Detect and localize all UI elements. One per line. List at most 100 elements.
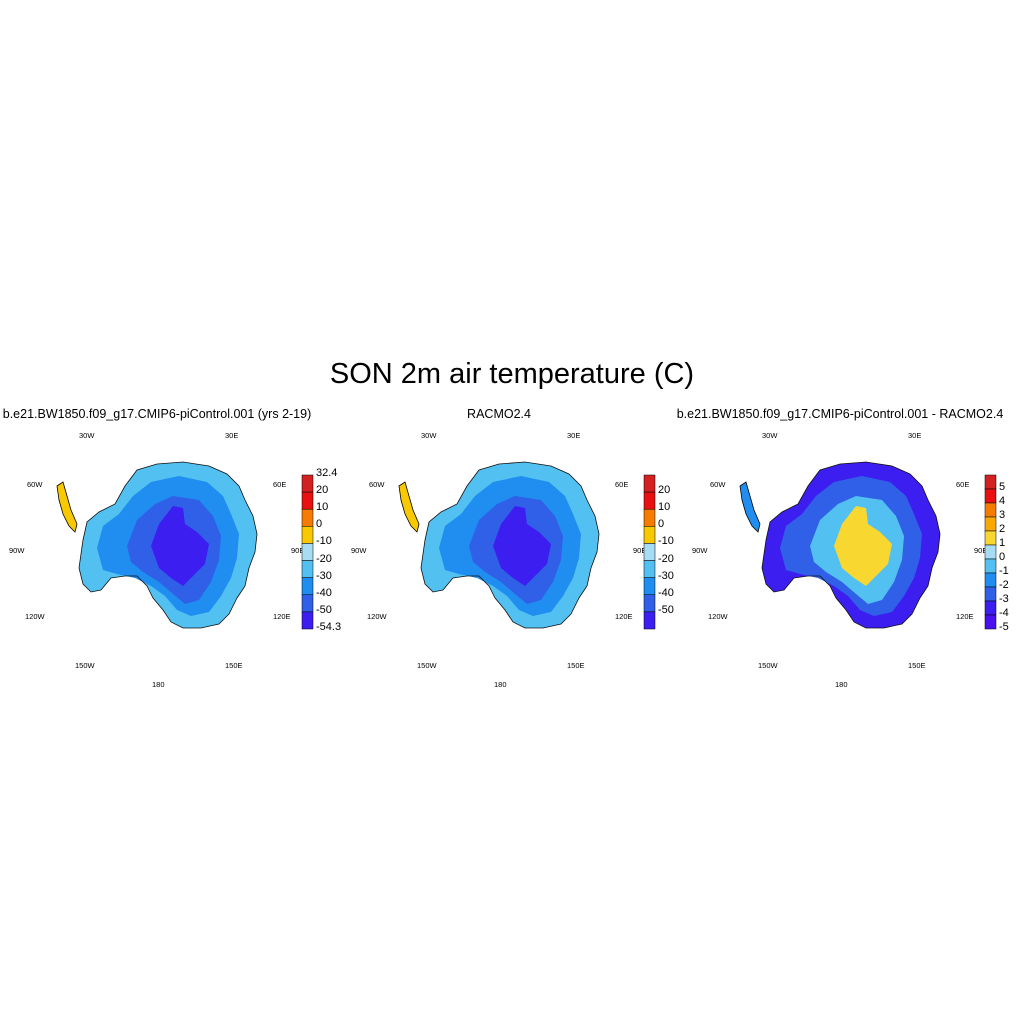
- colorbar-tick-label: 20: [316, 484, 329, 497]
- longitude-label: 120W: [367, 612, 387, 621]
- colorbar-segment: [301, 577, 314, 596]
- colorbar-segment: [984, 530, 997, 546]
- colorbar-tick-label: -50: [316, 603, 332, 616]
- longitude-label: 60E: [273, 480, 287, 489]
- colorbar-tick-label: -50: [658, 603, 674, 616]
- longitude-label: 120W: [25, 612, 45, 621]
- colorbar-tick-label: -10: [316, 535, 332, 548]
- colorbar: [301, 474, 314, 630]
- colorbar-tick-label: 5: [999, 481, 1006, 493]
- longitude-label: 30W: [421, 431, 437, 440]
- colorbar-tick-label: -30: [658, 569, 674, 582]
- colorbar-tick-label: 10: [658, 501, 671, 514]
- colorbar-tick-label: -20: [658, 552, 674, 565]
- colorbar: [643, 474, 656, 630]
- colorbar-tick-label: -3: [999, 593, 1009, 605]
- colorbar-tick-label: -30: [316, 569, 332, 582]
- colorbar-tick-label: -10: [658, 535, 674, 548]
- longitude-label: 60E: [615, 480, 629, 489]
- colorbar-tick-label: -4: [999, 607, 1009, 619]
- longitude-label: 90W: [9, 546, 25, 555]
- longitude-label: 30E: [908, 431, 922, 440]
- panel-title: b.e21.BW1850.f09_g17.CMIP6-piControl.001…: [676, 407, 1004, 421]
- colorbar-tick-label: 2: [999, 523, 1006, 535]
- longitude-label: 30W: [79, 431, 95, 440]
- coastline: [78, 461, 258, 629]
- longitude-label: 150W: [758, 661, 778, 670]
- longitude-label: 150W: [417, 661, 437, 670]
- colorbar-segment: [643, 474, 656, 493]
- longitude-label: 180: [494, 680, 507, 689]
- colorbar-tick-label: 0: [658, 518, 665, 531]
- panel-model: b.e21.BW1850.f09_g17.CMIP6-piControl.001…: [0, 400, 341, 700]
- longitude-label: 120E: [956, 612, 974, 621]
- longitude-label: 90W: [351, 546, 367, 555]
- colorbar-segment: [643, 560, 656, 578]
- colorbar-tick-label: 10: [316, 501, 329, 514]
- colorbar-segment: [301, 611, 314, 630]
- colorbar-tick-label: 1: [999, 537, 1006, 549]
- longitude-label: 60E: [956, 480, 970, 489]
- colorbar-segment: [643, 611, 656, 630]
- panel-diff: b.e21.BW1850.f09_g17.CMIP6-piControl.001…: [670, 400, 1010, 700]
- map-fill-core: [834, 506, 892, 586]
- colorbar-segment: [984, 488, 997, 504]
- colorbar-segment: [984, 558, 997, 574]
- longitude-label: 150E: [908, 661, 926, 670]
- colorbar-segment: [984, 572, 997, 588]
- colorbar-tick-label: -54.3: [316, 621, 342, 633]
- colorbar-segment: [984, 544, 997, 560]
- colorbar-tick-label: 3: [999, 509, 1006, 521]
- figure-title: SON 2m air temperature (C): [329, 358, 695, 390]
- colorbar-segment: [301, 474, 314, 493]
- longitude-label: 60W: [27, 480, 43, 489]
- longitude-label: 150W: [75, 661, 95, 670]
- longitude-label: 90W: [692, 546, 708, 555]
- colorbar-segment: [984, 474, 997, 490]
- colorbar-tick-label: -5: [999, 621, 1009, 633]
- longitude-label: 30E: [225, 431, 239, 440]
- longitude-label: 150E: [225, 661, 243, 670]
- colorbar-segment: [301, 543, 314, 561]
- colorbar-segment: [984, 502, 997, 518]
- longitude-label: 30E: [567, 431, 581, 440]
- colorbar-segment: [643, 491, 656, 510]
- panel-title: b.e21.BW1850.f09_g17.CMIP6-piControl.001…: [2, 407, 312, 421]
- colorbar-segment: [301, 526, 314, 544]
- coastline: [420, 461, 600, 629]
- colorbar-tick-label: -20: [316, 552, 332, 565]
- colorbar-tick-label: 0: [999, 551, 1006, 563]
- longitude-label: 60W: [369, 480, 385, 489]
- colorbar-segment: [643, 543, 656, 561]
- map-fill-core: [151, 506, 209, 586]
- map-fill-peninsula: [739, 481, 761, 533]
- colorbar-tick-label: -1: [999, 565, 1009, 577]
- colorbar-tick-label: 0: [316, 518, 323, 531]
- colorbar-segment: [984, 614, 997, 630]
- colorbar-segment: [984, 586, 997, 602]
- colorbar-tick-label: 4: [999, 495, 1006, 507]
- map-fill-peninsula: [398, 481, 420, 533]
- map-fill-core: [493, 506, 551, 586]
- longitude-label: 90E: [974, 546, 988, 555]
- colorbar-tick-label: -2: [999, 579, 1009, 591]
- longitude-label: 180: [835, 680, 848, 689]
- antarctica-map: [739, 461, 941, 629]
- longitude-label: 150E: [567, 661, 585, 670]
- colorbar-segment: [301, 594, 314, 613]
- panel-racmo: RACMO2.4 30W 30E 60W 60E 90W 90E 120W 120E 150W 1…: [329, 400, 674, 700]
- colorbar-segment: [301, 508, 314, 527]
- map-fill-peninsula: [56, 481, 78, 533]
- longitude-label: 60W: [710, 480, 726, 489]
- longitude-label: 120E: [273, 612, 291, 621]
- colorbar-tick-label: 20: [658, 484, 671, 497]
- antarctica-map: [56, 461, 258, 629]
- coastline: [761, 461, 941, 629]
- longitude-label: 180: [152, 680, 165, 689]
- colorbar-tick-label: -40: [658, 586, 674, 599]
- antarctica-map: [398, 461, 600, 629]
- colorbar-segment: [643, 577, 656, 596]
- colorbar-segment: [984, 600, 997, 616]
- longitude-label: 120E: [615, 612, 633, 621]
- colorbar-tick-label: 32.4: [316, 467, 338, 479]
